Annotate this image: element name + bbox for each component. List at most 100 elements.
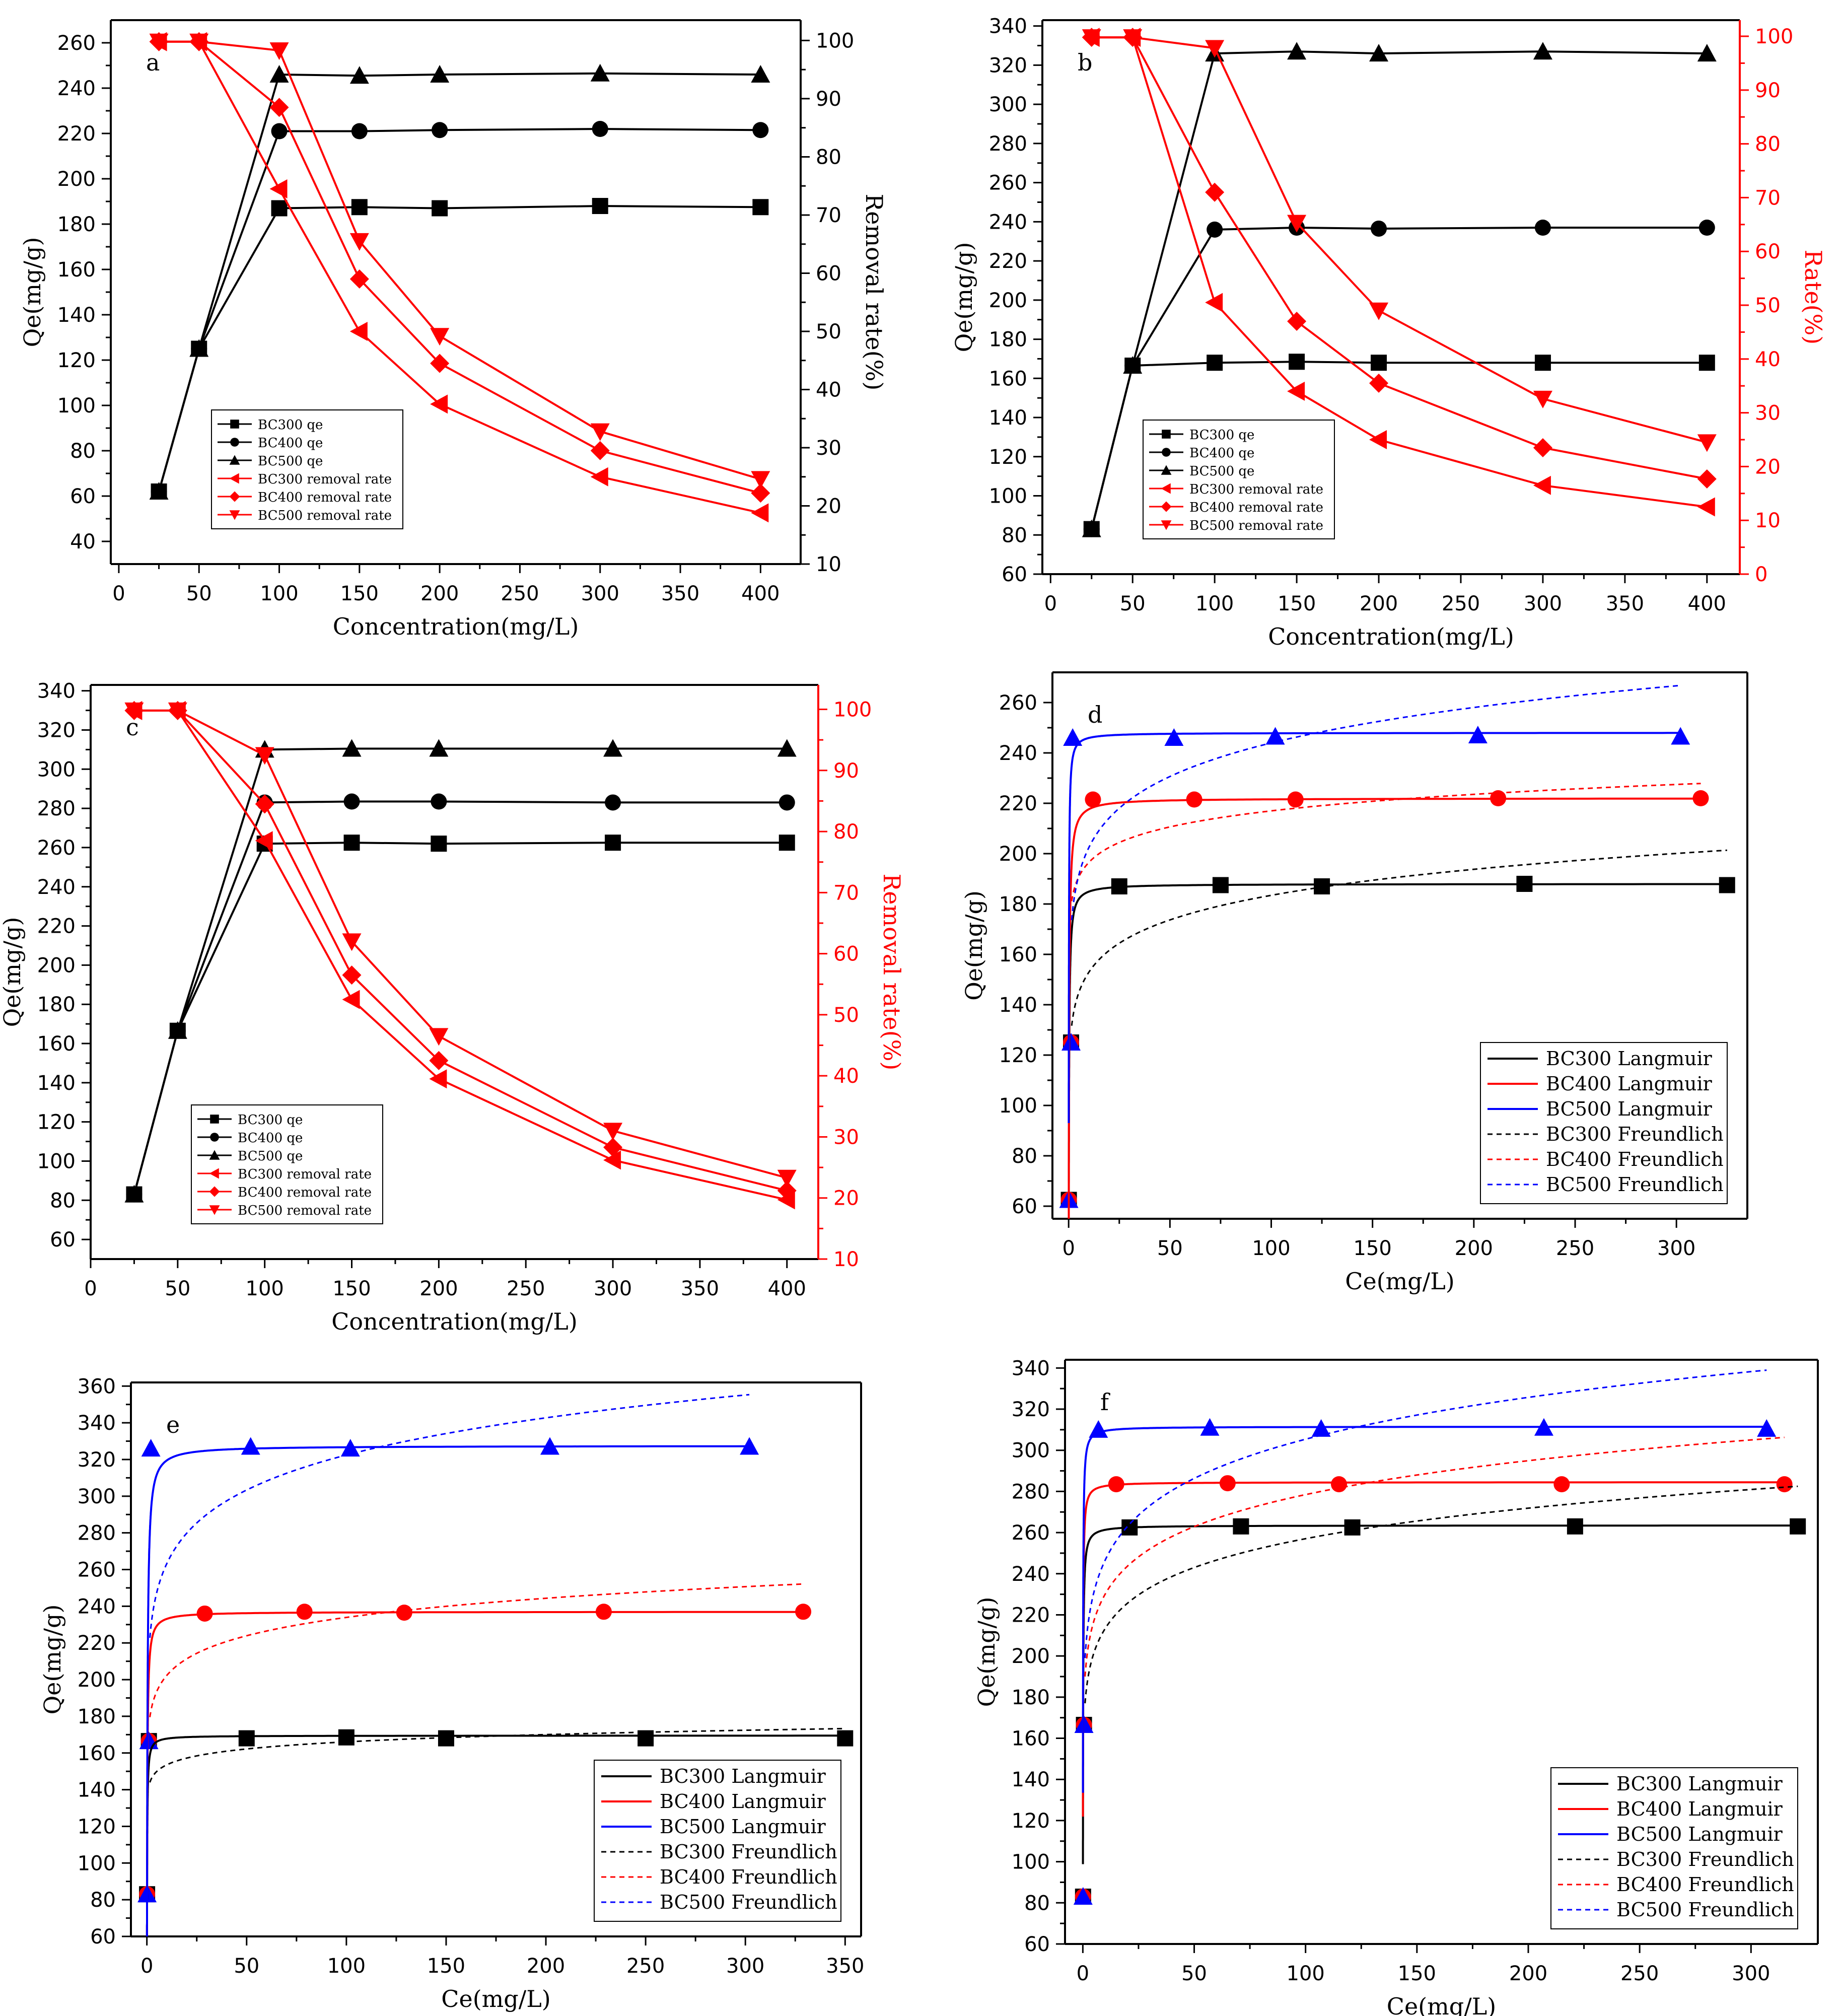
x-tick-label: 350: [681, 1277, 719, 1300]
fit-curve: [1071, 783, 1701, 901]
x-tick-label: 0: [84, 1277, 97, 1300]
x-tick-label: 0: [112, 582, 125, 605]
data-point: [238, 1730, 255, 1747]
fit-curve: [1071, 849, 1727, 1026]
legend-label: BC300 qe: [1189, 428, 1254, 443]
data-point: [1082, 519, 1101, 537]
data-point: [605, 794, 621, 811]
y-tick-label: 260: [57, 32, 96, 55]
y-tick-label: 180: [989, 328, 1027, 352]
x-tick-label: 200: [1360, 592, 1398, 615]
y2-tick-label: 20: [816, 495, 841, 518]
y-tick-label: 200: [989, 289, 1027, 312]
y-tick-label: 120: [1012, 1810, 1050, 1833]
y2-tick-label: 0: [1755, 563, 1767, 586]
fit-curve: [1084, 1485, 1798, 1704]
y-tick-label: 60: [1012, 1195, 1037, 1218]
legend-label: BC300 Freundlich: [660, 1841, 837, 1863]
x-tick-label: 50: [234, 1955, 259, 1978]
data-point: [351, 123, 368, 140]
legend-label: BC400 Freundlich: [1546, 1148, 1724, 1170]
data-point: [1553, 1476, 1570, 1493]
legend-label: BC400 Langmuir: [1616, 1798, 1783, 1820]
y-tick-label: 280: [989, 132, 1027, 156]
legend-label: BC500 Freundlich: [660, 1891, 837, 1913]
x-tick-label: 150: [1354, 1237, 1392, 1260]
y-tick-label: 40: [70, 530, 96, 553]
y-tick-label: 80: [1024, 1892, 1050, 1915]
chart-panel-d: 0 50 100 150 200 250 300 60 80 100 120 140 160 180 200…: [960, 671, 1748, 1295]
chart-panel-b: 0 50 100 150 200 250 300 350 4006080100120140160…: [950, 15, 1827, 650]
y-tick-label: 200: [1012, 1645, 1050, 1668]
data-point: [271, 123, 288, 140]
data-point: [269, 98, 289, 117]
legend-marker: [229, 473, 239, 484]
data-point: [149, 482, 169, 500]
legend-marker: [209, 1205, 220, 1215]
legend-label: BC300 Freundlich: [1546, 1123, 1724, 1145]
data-point: [349, 233, 369, 251]
y-tick-label: 120: [78, 1815, 116, 1838]
data-point: [342, 933, 362, 951]
y-tick-label: 200: [57, 168, 96, 191]
legend-box: [594, 1760, 841, 1922]
y-tick-label: 220: [57, 122, 96, 146]
y2-tick-label: 80: [816, 146, 841, 169]
data-point: [603, 739, 623, 757]
legend-label: BC500 Freundlich: [1616, 1899, 1794, 1921]
data-point: [1369, 44, 1389, 62]
x-axis-title: Concentration(mg/L): [333, 613, 579, 640]
data-point: [777, 1169, 797, 1188]
x-tick-label: 400: [768, 1277, 806, 1300]
legend-marker: [1161, 465, 1172, 475]
legend-marker: [229, 510, 240, 520]
y-tick-label: 240: [999, 742, 1037, 765]
data-point: [255, 747, 274, 765]
x-tick-label: 150: [332, 1277, 371, 1300]
x-tick-label: 0: [1062, 1237, 1075, 1260]
y-tick-label: 280: [78, 1522, 116, 1545]
y-tick-label: 300: [989, 93, 1027, 116]
y-tick-label: 160: [999, 943, 1037, 966]
y2-tick-label: 20: [833, 1187, 859, 1210]
fit-curve: [1082, 1426, 1767, 1793]
data-point: [778, 835, 795, 851]
chart-panel-f: 0 50 100 150 200 250 300 60 80 100 120 140 160 180 200…: [973, 1357, 1819, 2016]
y-tick-label: 320: [1012, 1398, 1050, 1421]
legend-label: BC300 Langmuir: [1546, 1048, 1713, 1070]
data-point: [342, 990, 360, 1009]
y-tick-label: 220: [999, 792, 1037, 815]
x-tick-label: 50: [1157, 1237, 1183, 1260]
data-point: [1533, 390, 1552, 408]
y-tick-label: 160: [57, 258, 96, 282]
data-point: [590, 467, 608, 486]
data-point: [1534, 355, 1551, 371]
y2-tick-label: 30: [833, 1126, 859, 1149]
y-tick-label: 280: [1012, 1480, 1050, 1503]
y-tick-label: 300: [78, 1485, 116, 1508]
data-point: [751, 503, 769, 523]
data-point: [431, 836, 447, 852]
legend-marker: [230, 420, 239, 429]
data-point: [1533, 42, 1552, 60]
data-point: [351, 199, 368, 216]
x-tick-label: 350: [1606, 592, 1644, 615]
y2-tick-label: 90: [833, 759, 859, 783]
legend-label: BC400 Freundlich: [660, 1866, 837, 1888]
legend-label: BC500 qe: [258, 454, 323, 469]
legend-marker: [230, 438, 239, 447]
data-point: [752, 122, 769, 138]
panel-label: d: [1088, 701, 1102, 728]
legend-label: BC500 qe: [1189, 464, 1254, 479]
y-tick-label: 260: [989, 172, 1027, 195]
legend-label: BC500 removal rate: [238, 1203, 372, 1218]
data-point: [1205, 40, 1225, 58]
panel-label: f: [1100, 1388, 1110, 1416]
legend-label: BC300 removal rate: [258, 472, 392, 487]
y-tick-label: 180: [999, 893, 1037, 916]
legend-label: BC500 removal rate: [1189, 518, 1323, 533]
data-point: [343, 835, 360, 851]
data-point: [349, 321, 368, 341]
y-tick-label: 160: [989, 367, 1027, 390]
data-point: [1697, 434, 1717, 452]
